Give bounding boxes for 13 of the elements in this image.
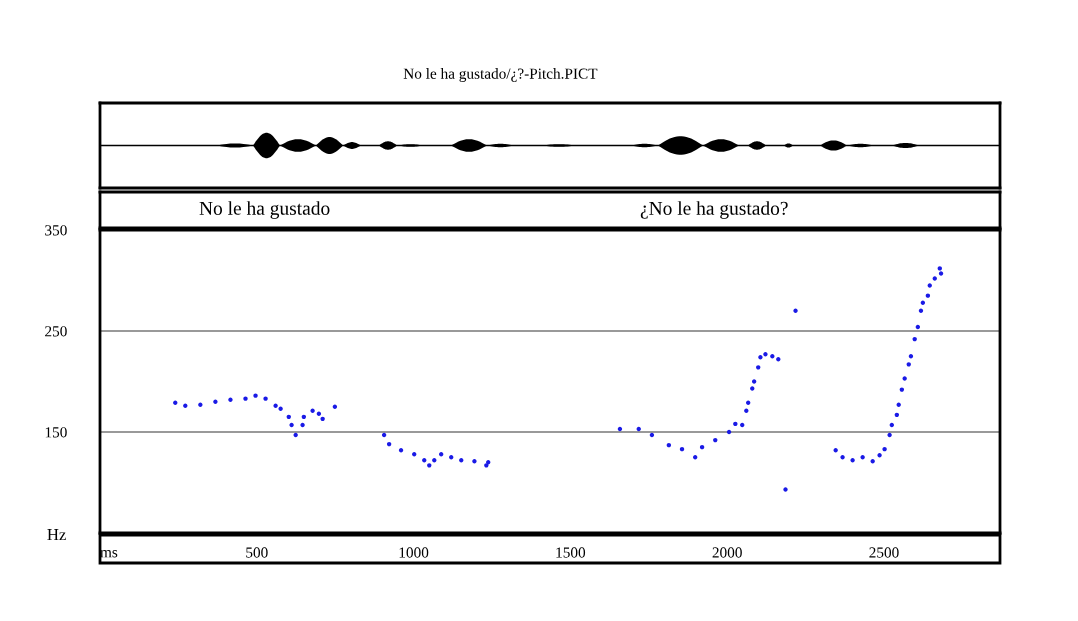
x-tick-label: 500 [246,547,268,558]
y-axis-title: Hz [47,529,66,541]
x-tick-label: 2500 [869,547,899,558]
chart-title: No le ha gustado/¿?-Pitch.PICT [403,68,598,82]
x-tick-label: 2000 [712,547,742,558]
y-tick-label: 250 [45,326,67,337]
x-tick-label: 1500 [556,547,586,558]
y-tick-label: 350 [45,225,67,236]
text: ¿No le ha gustado? [640,201,788,219]
x-tick-label: 1000 [399,547,429,558]
y-tick-label: 150 [45,427,67,438]
x-axis-title: ms [100,550,118,558]
text: No le ha gustado [199,201,330,219]
